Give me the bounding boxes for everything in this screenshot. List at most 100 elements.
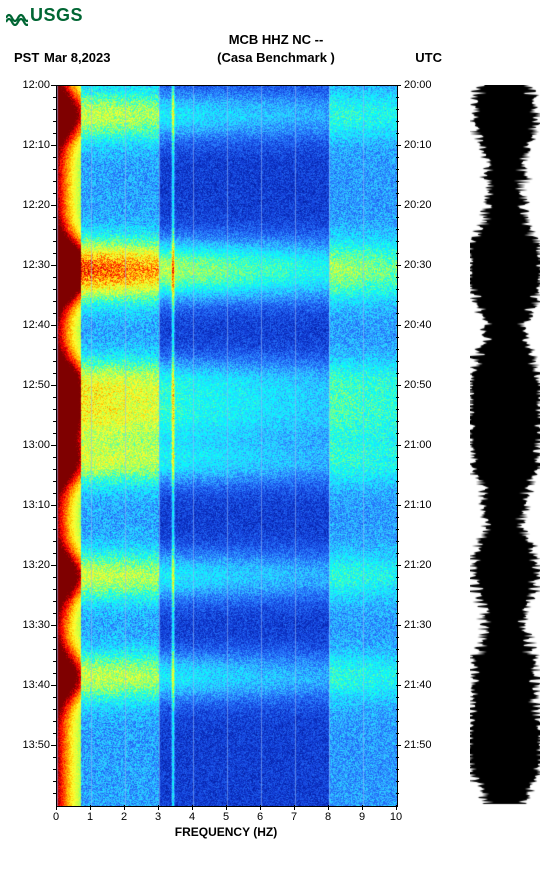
- right-minor-tick: [396, 397, 399, 398]
- left-tick-mark: [51, 265, 56, 266]
- right-time-tick: 20:00: [404, 79, 432, 91]
- x-tick-label: 6: [257, 811, 263, 823]
- x-tick-mark: [362, 805, 363, 810]
- left-time-tick: 13:10: [6, 499, 50, 511]
- x-tick-mark: [124, 805, 125, 810]
- right-minor-tick: [396, 133, 399, 134]
- right-tick-mark: [396, 325, 401, 326]
- left-time-tick: 12:20: [6, 199, 50, 211]
- right-minor-tick: [396, 541, 399, 542]
- right-minor-tick: [396, 697, 399, 698]
- left-time-tick: 12:40: [6, 319, 50, 331]
- waveform-plot: [470, 85, 540, 805]
- left-minor-tick: [53, 313, 56, 314]
- usgs-logo-text: USGS: [30, 5, 83, 26]
- left-minor-tick: [53, 301, 56, 302]
- x-tick-mark: [260, 805, 261, 810]
- left-minor-tick: [53, 757, 56, 758]
- right-tick-mark: [396, 505, 401, 506]
- x-tick-mark: [328, 805, 329, 810]
- left-minor-tick: [53, 673, 56, 674]
- left-minor-tick: [53, 541, 56, 542]
- left-minor-tick: [53, 133, 56, 134]
- right-minor-tick: [396, 601, 399, 602]
- right-tick-mark: [396, 445, 401, 446]
- left-time-tick: 12:00: [6, 79, 50, 91]
- right-minor-tick: [396, 121, 399, 122]
- right-time-tick: 20:30: [404, 259, 432, 271]
- right-minor-tick: [396, 301, 399, 302]
- right-minor-tick: [396, 277, 399, 278]
- right-time-tick: 21:20: [404, 559, 432, 571]
- right-minor-tick: [396, 649, 399, 650]
- tz-right-label: UTC: [415, 50, 442, 65]
- left-minor-tick: [53, 109, 56, 110]
- left-minor-tick: [53, 613, 56, 614]
- right-minor-tick: [396, 337, 399, 338]
- right-time-tick: 21:30: [404, 619, 432, 631]
- left-minor-tick: [53, 181, 56, 182]
- right-minor-tick: [396, 217, 399, 218]
- left-tick-mark: [51, 625, 56, 626]
- right-tick-mark: [396, 385, 401, 386]
- left-time-tick: 13:00: [6, 439, 50, 451]
- left-minor-tick: [53, 229, 56, 230]
- right-time-tick: 20:50: [404, 379, 432, 391]
- x-tick-label: 9: [359, 811, 365, 823]
- left-minor-tick: [53, 709, 56, 710]
- right-minor-tick: [396, 109, 399, 110]
- x-axis-label: FREQUENCY (HZ): [56, 825, 396, 839]
- right-minor-tick: [396, 457, 399, 458]
- left-tick-mark: [51, 85, 56, 86]
- left-minor-tick: [53, 433, 56, 434]
- x-tick-mark: [158, 805, 159, 810]
- left-minor-tick: [53, 169, 56, 170]
- left-minor-tick: [53, 529, 56, 530]
- x-tick-mark: [226, 805, 227, 810]
- right-tick-mark: [396, 145, 401, 146]
- left-minor-tick: [53, 97, 56, 98]
- right-minor-tick: [396, 181, 399, 182]
- left-time-tick: 12:10: [6, 139, 50, 151]
- left-minor-tick: [53, 589, 56, 590]
- right-time-tick: 20:10: [404, 139, 432, 151]
- right-minor-tick: [396, 637, 399, 638]
- right-time-tick: 21:10: [404, 499, 432, 511]
- left-minor-tick: [53, 781, 56, 782]
- left-time-tick: 13:50: [6, 739, 50, 751]
- right-minor-tick: [396, 769, 399, 770]
- left-minor-tick: [53, 601, 56, 602]
- left-minor-tick: [53, 637, 56, 638]
- right-minor-tick: [396, 409, 399, 410]
- right-tick-mark: [396, 745, 401, 746]
- left-minor-tick: [53, 337, 56, 338]
- left-minor-tick: [53, 793, 56, 794]
- right-time-tick: 21:00: [404, 439, 432, 451]
- right-tick-mark: [396, 625, 401, 626]
- right-minor-tick: [396, 193, 399, 194]
- x-tick-mark: [192, 805, 193, 810]
- left-tick-mark: [51, 385, 56, 386]
- right-minor-tick: [396, 757, 399, 758]
- x-tick-mark: [56, 805, 57, 810]
- usgs-logo: USGS: [6, 4, 83, 26]
- right-minor-tick: [396, 529, 399, 530]
- left-minor-tick: [53, 409, 56, 410]
- x-tick-label: 3: [155, 811, 161, 823]
- x-tick-mark: [90, 805, 91, 810]
- left-time-tick: 12:30: [6, 259, 50, 271]
- left-tick-mark: [51, 685, 56, 686]
- left-minor-tick: [53, 373, 56, 374]
- left-time-tick: 13:30: [6, 619, 50, 631]
- x-tick-label: 0: [53, 811, 59, 823]
- x-tick-mark: [294, 805, 295, 810]
- left-minor-tick: [53, 349, 56, 350]
- right-minor-tick: [396, 373, 399, 374]
- left-tick-mark: [51, 145, 56, 146]
- x-tick-label: 5: [223, 811, 229, 823]
- right-minor-tick: [396, 553, 399, 554]
- right-minor-tick: [396, 469, 399, 470]
- right-tick-mark: [396, 205, 401, 206]
- right-minor-tick: [396, 613, 399, 614]
- right-minor-tick: [396, 349, 399, 350]
